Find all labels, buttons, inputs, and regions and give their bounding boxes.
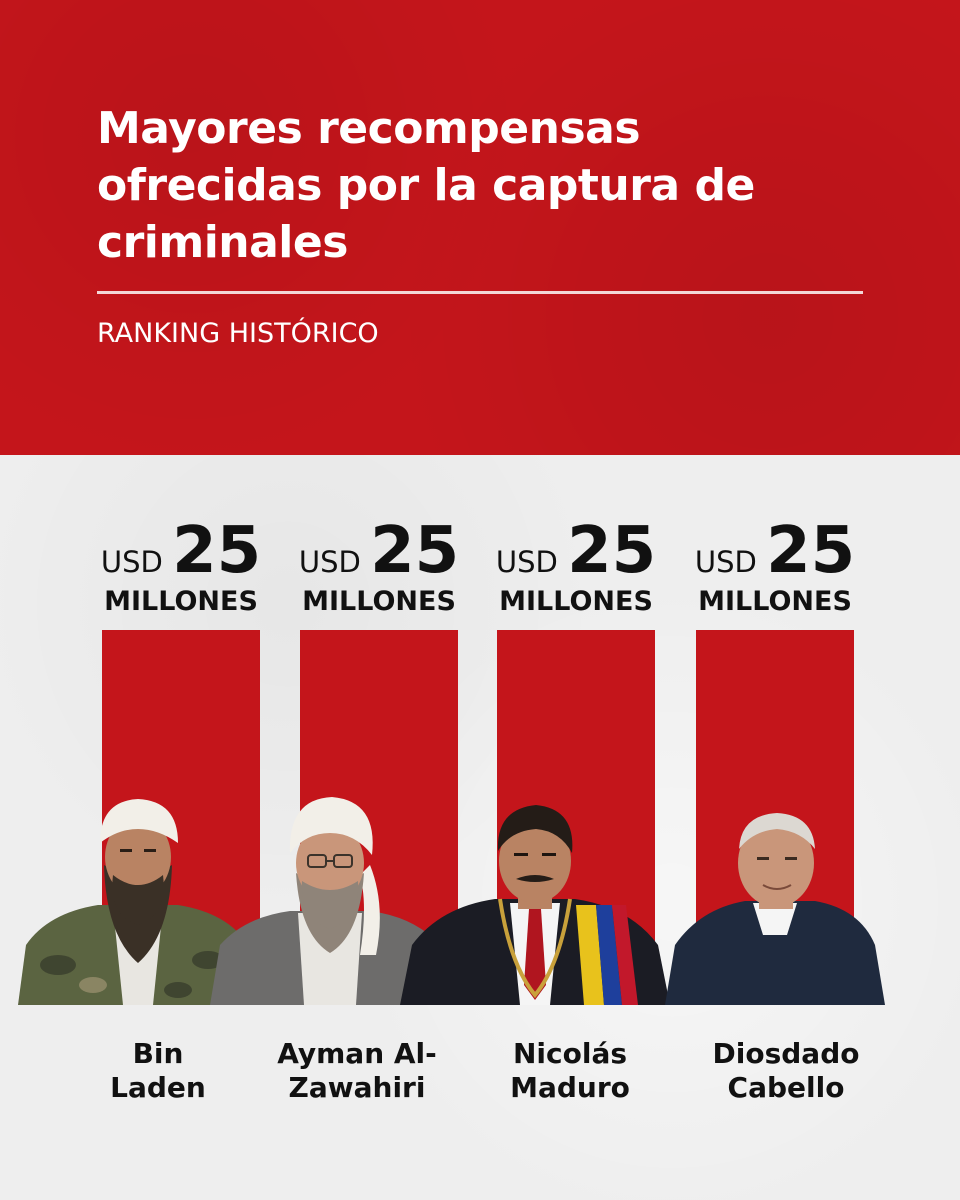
category-label: Bin Laden xyxy=(110,1037,206,1104)
data-label: USD 25 xyxy=(695,514,855,588)
page-title: Mayores recompensas ofrecidas por la cap… xyxy=(97,103,755,268)
data-label: USD 25 xyxy=(299,514,459,588)
page-subtitle: RANKING HISTÓRICO xyxy=(97,318,379,349)
data-label-unit: MILLONES xyxy=(104,586,258,617)
data-label-unit: MILLONES xyxy=(499,586,653,617)
header-band: Mayores recompensas ofrecidas por la cap… xyxy=(0,0,960,455)
title-divider xyxy=(97,291,863,294)
category-label: Diosdado Cabello xyxy=(713,1037,860,1104)
data-label: USD 25 xyxy=(101,514,261,588)
category-label: Nicolás Maduro xyxy=(510,1037,630,1104)
category-label: Ayman Al-Zawahiri xyxy=(277,1037,437,1104)
data-label-unit: MILLONES xyxy=(698,586,852,617)
data-label-unit: MILLONES xyxy=(302,586,456,617)
data-label: USD 25 xyxy=(496,514,656,588)
